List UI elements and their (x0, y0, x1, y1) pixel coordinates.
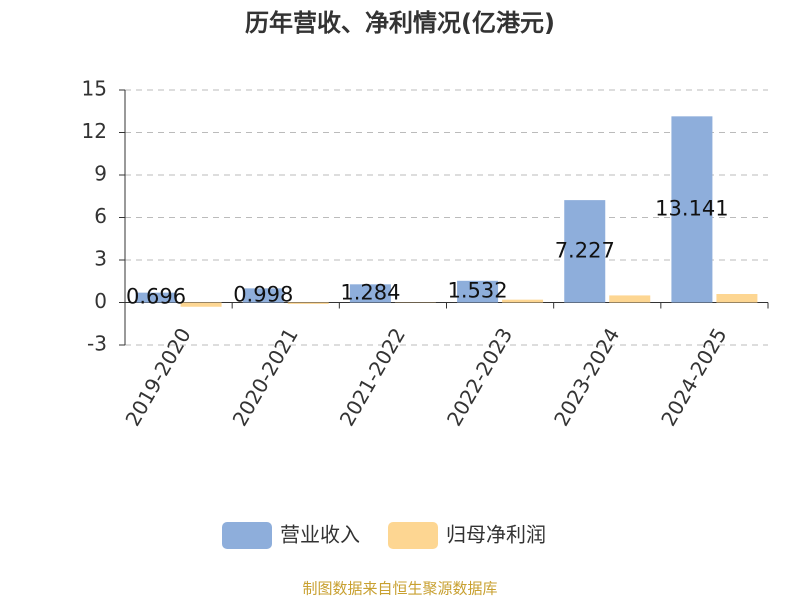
chart-title: 历年营收、净利情况(亿港元) (245, 9, 555, 37)
bar (716, 294, 758, 303)
data-label: 0.998 (233, 282, 293, 306)
legend-label: 归母净利润 (446, 523, 546, 547)
y-tick-label: 15 (82, 77, 107, 101)
data-label: 13.141 (655, 196, 728, 220)
bar (502, 299, 544, 303)
data-label: 7.227 (555, 238, 615, 262)
legend-swatch (388, 522, 438, 549)
x-tick-label: 2023-2024 (549, 324, 624, 430)
y-tick-label: 6 (94, 204, 107, 228)
bar (609, 295, 651, 303)
bar (135, 292, 177, 303)
legend-label: 营业收入 (280, 523, 360, 547)
bar (564, 200, 606, 303)
y-tick-label: 9 (94, 162, 107, 186)
data-label: 0.696 (126, 285, 186, 309)
bar (457, 280, 499, 303)
x-tick-label: 2021-2022 (335, 324, 410, 430)
bar (180, 302, 222, 307)
y-tick-label: 12 (82, 119, 107, 143)
data-label: 1.532 (448, 279, 508, 303)
x-tick-label: 2022-2023 (442, 324, 517, 430)
data-label: 1.284 (340, 280, 400, 304)
bar (287, 302, 329, 304)
y-tick-label: 3 (94, 247, 107, 271)
bar (349, 284, 391, 303)
bar (671, 116, 713, 303)
x-tick-label: 2020-2021 (228, 324, 303, 430)
y-tick-label: 0 (94, 289, 107, 313)
x-tick-label: 2024-2025 (656, 324, 731, 430)
bar (242, 288, 284, 303)
source-note: 制图数据来自恒生聚源数据库 (302, 580, 497, 598)
y-tick-label: -3 (87, 332, 107, 356)
legend-swatch (222, 522, 272, 549)
x-tick-label: 2019-2020 (120, 324, 195, 430)
